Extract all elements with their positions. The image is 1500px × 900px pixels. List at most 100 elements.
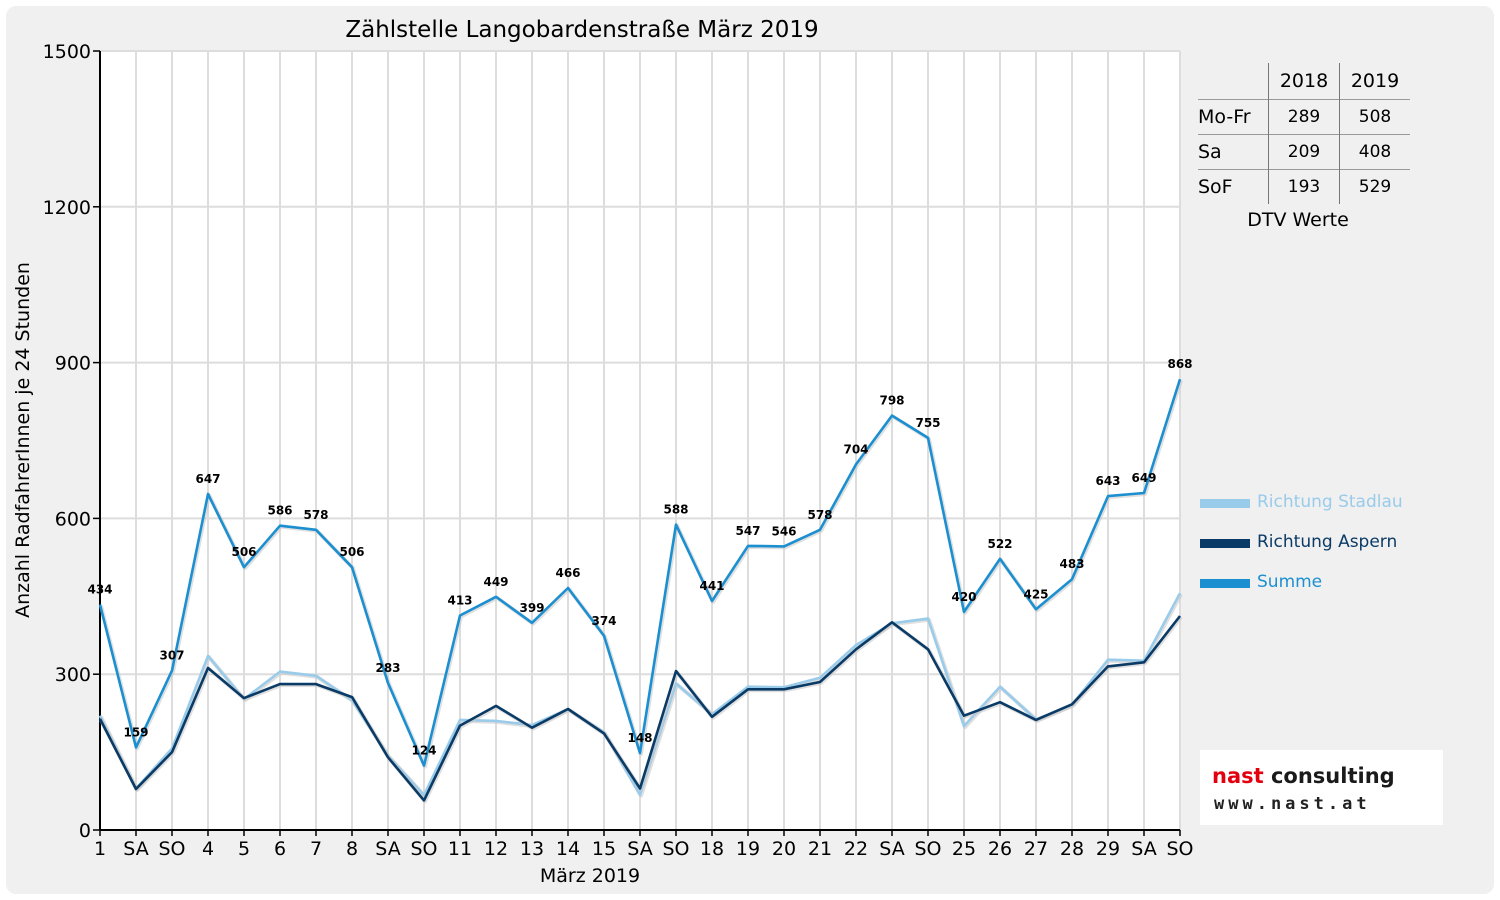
legend-item-stadlau: Richtung Stadlau: [1200, 492, 1403, 532]
x-tick-label: 22: [844, 838, 868, 860]
x-tick-label: 19: [736, 838, 760, 860]
dtv-header-2018: 2018: [1268, 63, 1340, 100]
legend-swatch: [1200, 579, 1250, 588]
data-label: 159: [123, 725, 148, 739]
logo-url: www.nast.at: [1214, 794, 1371, 814]
x-tick-label: 6: [274, 838, 286, 860]
chart-title: Zählstelle Langobardenstraße März 2019: [345, 17, 818, 43]
x-tick-label: 15: [592, 838, 616, 860]
data-label: 441: [699, 579, 724, 593]
series-lines: [98, 378, 1183, 804]
dtv-row-label: Sa: [1198, 134, 1269, 170]
dtv-value-2018: 209: [1268, 134, 1340, 170]
data-label: 647: [195, 472, 220, 486]
x-tick-label: SA: [375, 838, 400, 860]
dtv-caption: DTV Werte: [1247, 209, 1349, 231]
data-label: 483: [1059, 557, 1084, 571]
x-tick-label: SO: [914, 838, 941, 860]
x-tick-label: 14: [556, 838, 580, 860]
data-label: 449: [483, 575, 508, 589]
data-label: 420: [951, 590, 976, 604]
x-tick-label: 12: [484, 838, 508, 860]
data-label: 586: [267, 504, 292, 518]
dtv-header-row: 2018 2019: [1198, 63, 1410, 100]
x-tick-label: 26: [988, 838, 1012, 860]
company-logo: nast consulting www.nast.at: [1200, 750, 1443, 825]
data-label: 588: [663, 503, 688, 517]
data-label: 283: [375, 661, 400, 675]
x-tick-label: 25: [952, 838, 976, 860]
data-label: 148: [627, 731, 652, 745]
data-label: 124: [411, 744, 436, 758]
x-tick-label: 20: [772, 838, 796, 860]
data-label: 704: [843, 442, 868, 456]
dtv-row-label: SoF: [1198, 169, 1269, 204]
dtv-table: 2018 2019 Mo-Fr 289 508 Sa 209 408 SoF 1…: [1198, 63, 1410, 204]
legend: Richtung Stadlau Richtung Aspern Summe: [1200, 492, 1403, 612]
x-tick-label: SO: [662, 838, 689, 860]
data-label: 868: [1167, 357, 1192, 371]
data-label: 374: [591, 614, 616, 628]
x-tick-label: SA: [1131, 838, 1156, 860]
data-label: 578: [303, 508, 328, 522]
x-tick-label: SO: [1166, 838, 1193, 860]
dtv-row-mo-fr: Mo-Fr 289 508: [1198, 99, 1410, 135]
dtv-row-sof: SoF 193 529: [1198, 169, 1410, 204]
legend-item-aspern: Richtung Aspern: [1200, 532, 1403, 572]
axes: 0 300 600 900 1200 1500 1 SA SO 4 5 6 7 8 SA SO 11 12 13 14…: [43, 41, 1194, 860]
x-tick-label: 1: [94, 838, 106, 860]
data-labels: 434 159 307 647 506 586 578 506 283 124 413 449 399 4…: [87, 357, 1192, 757]
x-tick-label: 8: [346, 838, 358, 860]
dtv-value-2019: 508: [1358, 107, 1392, 127]
data-label: 798: [879, 394, 904, 408]
logo-brand-nast: nast: [1212, 764, 1264, 788]
data-label: 546: [771, 524, 796, 538]
series-line-1: [98, 615, 1182, 802]
x-tick-label: 27: [1024, 838, 1048, 860]
data-label: 425: [1023, 587, 1048, 601]
dtv-row-label: Mo-Fr: [1198, 99, 1269, 135]
legend-swatch: [1200, 539, 1250, 548]
x-tick-label: 29: [1096, 838, 1120, 860]
data-label: 399: [519, 601, 544, 615]
x-tick-label: 18: [700, 838, 724, 860]
data-label: 506: [339, 545, 364, 559]
dtv-value-2019: 408: [1358, 142, 1392, 162]
x-tick-label: SA: [627, 838, 652, 860]
x-tick-label: 21: [808, 838, 832, 860]
y-axis-label: Anzahl RadfahrerInnen je 24 Stunden: [12, 262, 34, 618]
x-tick-label: 28: [1060, 838, 1084, 860]
x-tick-label: 11: [448, 838, 472, 860]
x-tick-label: 5: [238, 838, 250, 860]
data-label: 522: [987, 537, 1012, 551]
data-label: 413: [447, 594, 472, 608]
dtv-value-2019: 529: [1358, 177, 1392, 197]
data-label: 578: [807, 508, 832, 522]
y-tick-label: 1500: [43, 41, 91, 63]
x-tick-label: SA: [123, 838, 148, 860]
y-tick-label: 300: [55, 664, 91, 686]
x-tick-label: 7: [310, 838, 322, 860]
x-tick-label: 13: [520, 838, 544, 860]
x-axis-label: März 2019: [540, 865, 640, 887]
dtv-value-2018: 289: [1268, 99, 1340, 135]
legend-label: Richtung Aspern: [1257, 532, 1398, 552]
data-label: 643: [1095, 474, 1120, 488]
data-label: 466: [555, 566, 580, 580]
x-tick-label: 4: [202, 838, 214, 860]
x-tick-label: SO: [158, 838, 185, 860]
series-line-2: [98, 378, 1182, 767]
x-tick-label: SA: [879, 838, 904, 860]
dtv-value-2018: 193: [1268, 169, 1340, 204]
y-tick-label: 900: [55, 353, 91, 375]
data-label: 755: [915, 416, 940, 430]
legend-item-summe: Summe: [1200, 572, 1403, 612]
x-tick-label: SO: [410, 838, 437, 860]
legend-label: Summe: [1257, 572, 1323, 592]
y-tick-label: 0: [79, 820, 91, 842]
dtv-row-sa: Sa 209 408: [1198, 134, 1410, 170]
series-line-0: [98, 592, 1182, 797]
y-tick-label: 600: [55, 508, 91, 530]
grid-lines: [100, 50, 1181, 830]
